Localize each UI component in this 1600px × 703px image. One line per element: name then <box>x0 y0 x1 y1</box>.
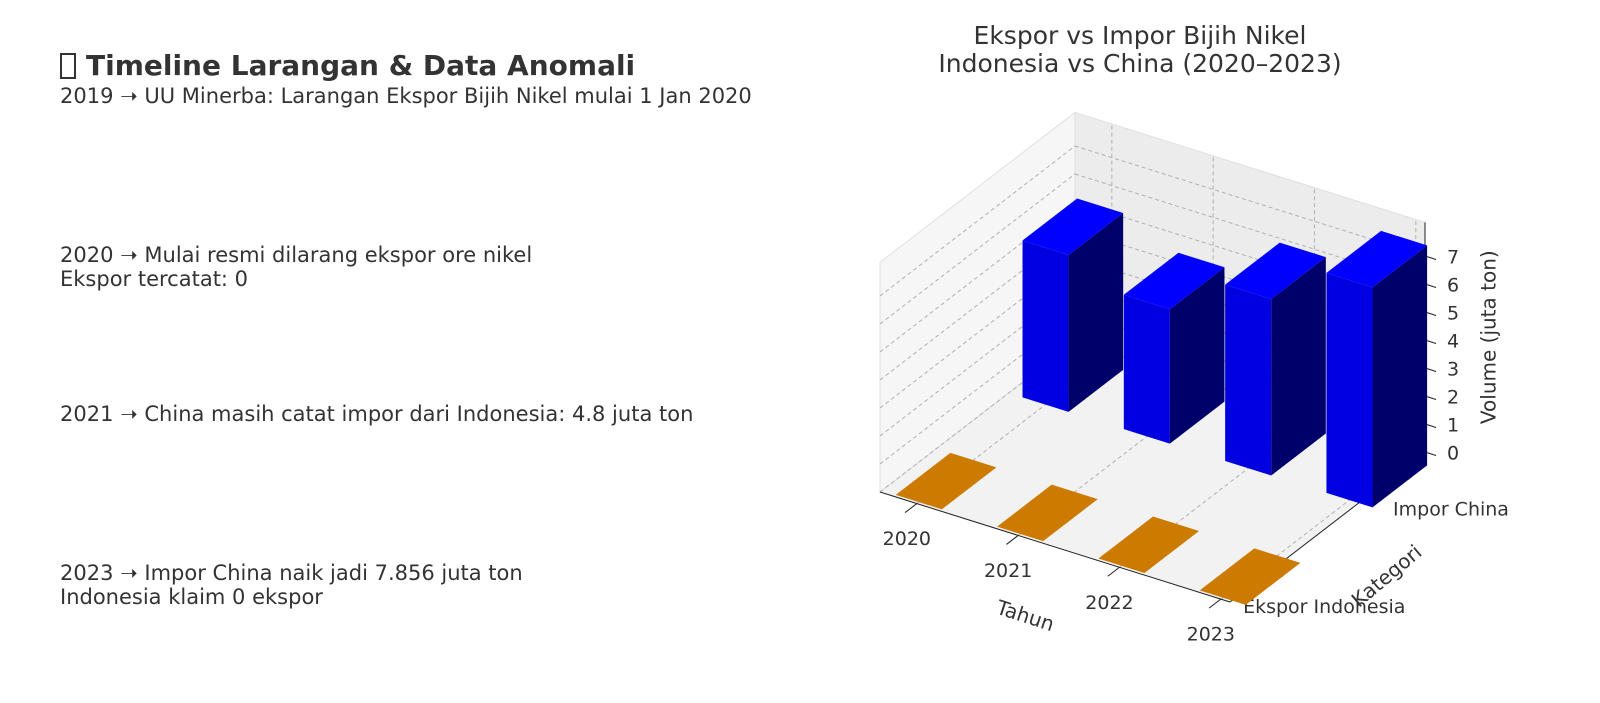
x-tick-label: 2022 <box>1085 592 1133 614</box>
bar-top <box>997 484 1098 542</box>
bar-front <box>1225 284 1272 476</box>
z-tick-label: 7 <box>1447 247 1459 269</box>
timeline: 2019 ➝ UU Minerba: Larangan Ekspor Bijih… <box>60 84 752 609</box>
x-tick-label: 2020 <box>883 528 931 550</box>
chart-title: Ekspor vs Impor Bijih Nikel <box>974 21 1307 50</box>
bar <box>895 452 997 510</box>
bar <box>1225 242 1326 476</box>
grid-line <box>1074 173 1426 285</box>
grid-line <box>1074 145 1426 257</box>
bar <box>1022 198 1124 412</box>
y-tick-label: Ekspor Indonesia <box>1243 596 1405 618</box>
bar-side <box>1068 213 1124 412</box>
timeline-entry: 2023 ➝ Impor China naik jadi 7.856 juta … <box>60 561 523 585</box>
grid-line <box>879 173 1076 325</box>
timeline-entry: Indonesia klaim 0 ekspor <box>60 585 323 609</box>
bar-top <box>1225 242 1326 300</box>
bar-top <box>1022 198 1124 256</box>
x-axis-label: Tahun <box>993 595 1058 636</box>
z-tick-label: 5 <box>1447 303 1459 325</box>
bar-front <box>1326 272 1373 508</box>
x-tick <box>904 503 918 513</box>
x-tick-label: 2023 <box>1187 624 1235 646</box>
x-axis <box>879 491 1231 603</box>
chart-subtitle: Indonesia vs China (2020–2023) <box>938 49 1341 78</box>
z-tick-label: 6 <box>1447 275 1459 297</box>
z-tick-label: 3 <box>1447 359 1459 381</box>
timeline-entry: 2021 ➝ China masih catat impor dari Indo… <box>60 402 693 426</box>
bar <box>1098 516 1200 573</box>
bar <box>1199 548 1301 605</box>
bar-front <box>1022 240 1069 412</box>
timeline-entry: 2019 ➝ UU Minerba: Larangan Ekspor Bijih… <box>60 84 752 108</box>
bar <box>1326 230 1428 508</box>
z-tick-label: 4 <box>1447 331 1459 353</box>
bar-side <box>1372 245 1428 508</box>
grid-line <box>879 145 1076 297</box>
x-tick-label: 2021 <box>984 560 1032 582</box>
bar <box>1123 252 1225 444</box>
y-tick-label: Impor China <box>1393 499 1509 521</box>
z-tick-label: 2 <box>1447 387 1459 409</box>
bar-top <box>1098 516 1200 573</box>
chart: 0 1 2 3 4 5 6 7 2020 2021 2022 2023 Ekspor Indonesia… <box>878 111 1509 646</box>
bar-front <box>1123 294 1170 444</box>
x-tick <box>1208 598 1222 609</box>
bar <box>997 484 1098 542</box>
bar-side <box>1169 267 1225 444</box>
bar-side <box>1271 257 1326 476</box>
bar-top <box>895 452 997 510</box>
z-tick-label: 0 <box>1447 443 1459 465</box>
bar-top <box>1123 252 1225 310</box>
bar-top <box>1199 548 1301 605</box>
grid-line <box>1074 201 1426 313</box>
bar-top <box>1326 230 1428 288</box>
timeline-title: Timeline Larangan & Data Anomali <box>86 49 635 82</box>
z-axis-label: Volume (juta ton) <box>1477 250 1501 424</box>
timeline-entry: Ekspor tercatat: 0 <box>60 267 248 291</box>
x-tick <box>1006 535 1019 545</box>
x-tick <box>1107 566 1120 577</box>
z-tick-label: 1 <box>1447 415 1459 437</box>
timeline-entry: 2020 ➝ Mulai resmi dilarang ekspor ore n… <box>60 243 532 267</box>
missing-glyph <box>60 53 76 79</box>
